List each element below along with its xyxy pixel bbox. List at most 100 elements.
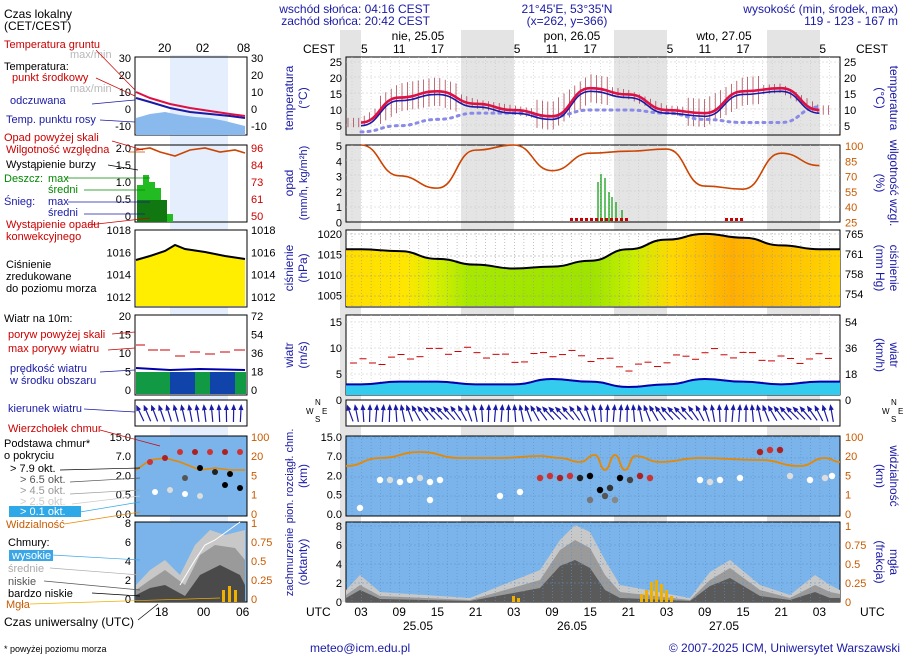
precip-tick-l-4: 1: [336, 202, 342, 214]
utc-hour-2: 15: [431, 605, 445, 619]
press-tick-l-0: 1020: [318, 229, 342, 241]
legPrecTicks-l-0: 2.0: [116, 143, 131, 155]
legend-cb-dot-13: [152, 489, 158, 495]
cloud-base-dot-6: [437, 477, 443, 483]
conv-mark-3: [585, 218, 588, 221]
fog-bar-5: [665, 590, 668, 602]
legend-cb-dot-7: [197, 465, 203, 471]
legend-cb-dot-1: [162, 455, 168, 461]
legend-storm: Wystąpienie burzy: [6, 159, 96, 171]
utc-day-2: 26.05: [557, 619, 587, 633]
cloud-base-dot-27: [807, 477, 813, 483]
legend-hour-20: 20: [158, 41, 172, 55]
legend-precip-above: Opad powyżej skali: [4, 132, 99, 144]
precip-axis-title: opad: [282, 170, 296, 197]
cloud-base-dot-7: [537, 475, 543, 481]
legend-cb-dot-6: [237, 449, 243, 455]
wind-tick-l-1: 10: [330, 343, 342, 355]
legClTicks-l-0: 8: [125, 518, 131, 530]
utc-hour-0: 03: [354, 605, 368, 619]
cest-label-right: CEST: [856, 42, 889, 56]
temp-tick-l-1: 20: [330, 73, 342, 85]
legPrecTicks-r-3: 61: [251, 194, 263, 206]
legWindTicks-l-4: 0: [125, 385, 131, 397]
legend-gust-above: poryw powyżej skali: [8, 329, 105, 341]
precip-axis-unit: (mm/h, kg/m²h): [298, 146, 310, 221]
footer-email[interactable]: meteo@icm.edu.pl: [310, 641, 410, 655]
utc-hour-10: 15: [736, 605, 750, 619]
legTempTicks-r-0: 30: [251, 53, 263, 65]
legTempTicks-l-1: 20: [119, 70, 131, 82]
legend-cb-dot-9: [227, 471, 233, 477]
grid-coords: (x=262, y=366): [527, 14, 608, 28]
utc-hour-7: 21: [622, 605, 636, 619]
conv-mark-6: [600, 218, 603, 221]
legPressTicks-r-0: 1018: [251, 225, 275, 237]
conv-mark-5: [595, 218, 598, 221]
compass-e-right: E: [898, 407, 903, 416]
fog-tick-r-1: 0.75: [845, 540, 866, 552]
legTempTicks-l-3: 0: [125, 104, 131, 116]
temp-axis-unit: (°C): [296, 87, 310, 108]
legClTicks-l-4: 0: [125, 594, 131, 606]
fog-bar-0: [640, 594, 643, 602]
cloud-tick-l-4: 0: [336, 597, 342, 609]
press-tick-r-0: 765: [845, 229, 863, 241]
legClTicks-r-2: 0.5: [251, 556, 266, 568]
cb-tick-l-0: 15.0: [321, 432, 342, 444]
legend-wind-dir: kierunek wiatru: [8, 403, 82, 415]
legPressTicks-r-1: 1016: [251, 247, 275, 259]
press-axis-title-r: ciśnienie: [887, 245, 901, 292]
cloud-tick-l-0: 8: [336, 521, 342, 533]
legend-pressure-3: do poziomu morza: [6, 283, 97, 295]
cloud-base-dot-16: [627, 477, 633, 483]
legPressTicks-l-3: 1012: [107, 292, 131, 304]
cloud-base-dot-34: [587, 497, 593, 503]
legend-pressure-1: Ciśnienie: [6, 259, 51, 271]
legend-cloud-base-1: Podstawa chmur*: [4, 438, 91, 450]
vis-tick-r-3: 1: [845, 490, 851, 502]
legWindTicks-l-1: 15: [119, 330, 131, 342]
cloud-base-dot-8: [547, 473, 553, 479]
press-tick-r-3: 754: [845, 289, 863, 301]
dewpoint-line: [361, 107, 819, 132]
legend-felt: odczuwana: [10, 95, 67, 107]
utc-hour-5: 09: [545, 605, 559, 619]
legend-local-time-2: (CET/CEST): [4, 19, 71, 33]
legWindTicks-r-0: 72: [251, 311, 263, 323]
legTempTicks-r-1: 20: [251, 70, 263, 82]
legend-hour-08: 08: [237, 41, 251, 55]
fog-bar-4: [660, 584, 663, 602]
legend-maxmin: max/min: [70, 83, 112, 95]
precip-tick-l-0: 5: [336, 141, 342, 153]
precip-tick-l-5: 0: [336, 218, 342, 230]
utc-hour-9: 09: [698, 605, 712, 619]
cest-label-left: CEST: [303, 42, 336, 56]
cloud-base-dot-28: [822, 475, 828, 481]
legend-cb-dot-3: [192, 449, 198, 455]
legend-visibility: Widzialność: [6, 519, 65, 531]
legend-fog: Mgła: [6, 599, 31, 611]
legend-utc-06: 06: [236, 605, 250, 619]
vis-tick-r-1: 20: [845, 451, 857, 463]
cloud-base-dot-12: [587, 473, 593, 479]
legend-conv-2: konwekcyjnego: [6, 231, 81, 243]
press-tick-l-2: 1010: [318, 270, 342, 282]
legend-pressure-2: zredukowane: [6, 271, 71, 283]
day-label-2: pon, 26.05: [544, 29, 601, 43]
fog-axis-unit: (frakcja): [873, 540, 887, 583]
legPrecTicks-l-1: 1.5: [116, 160, 131, 172]
legend-cl-high: wysokie: [11, 550, 51, 562]
cloud-axis-title: zachmurzenie: [284, 528, 296, 596]
utc-day-1: 25.05: [403, 619, 433, 633]
legend-cl-low: niskie: [8, 576, 36, 588]
legend-snow: Śnieg:: [4, 195, 35, 208]
legend-snow-mean: średni: [48, 207, 78, 219]
cloud-axis-unit: (oktanty): [296, 539, 310, 586]
legClTicks-l-2: 4: [125, 556, 131, 568]
conv-mark-0: [570, 218, 573, 221]
legend-cb-dot-4: [207, 449, 213, 455]
temp-tick-r-0: 25: [844, 57, 856, 69]
cest-hours: 05111723051117230511172305: [354, 42, 826, 56]
